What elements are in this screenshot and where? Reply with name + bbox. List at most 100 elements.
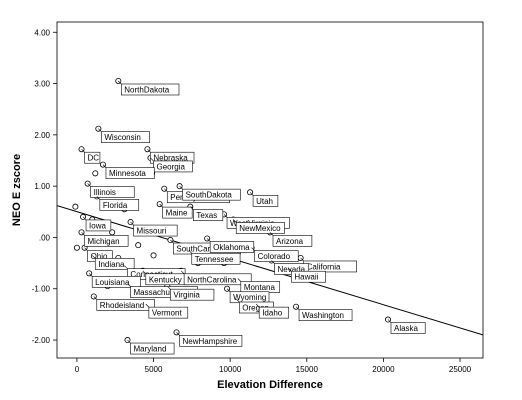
point-label: NorthCarolina	[180, 270, 252, 286]
plot-area	[56, 21, 484, 359]
point-label-text: NewMexico	[239, 224, 281, 233]
point-label-text: Texas	[196, 211, 217, 220]
x-tick-label: 25000	[449, 365, 472, 374]
point-label: Maryland	[127, 339, 175, 355]
point-label-text: Maine	[166, 209, 188, 218]
point-label: Missouri	[130, 221, 178, 237]
y-tick-label: .00	[39, 233, 51, 242]
point-label-text: NorthDakota	[124, 85, 169, 94]
point-label-text: NewHampshire	[183, 337, 238, 346]
x-tick-label: 20000	[372, 365, 395, 374]
point-label-text: California	[307, 262, 341, 271]
point-label: Virginia	[167, 285, 215, 301]
y-tick-label: -1.00	[32, 285, 51, 294]
point-label-text: Arizona	[276, 237, 304, 246]
point-label-text: NorthCarolina	[187, 275, 237, 284]
point-label-text: Vermont	[152, 309, 183, 318]
point-label-text: Montana	[244, 283, 276, 292]
point-label: NewMexico	[233, 219, 285, 234]
x-tick-label: 0	[75, 365, 80, 374]
point-label: Utah	[249, 192, 279, 207]
point-label: Minnesota	[102, 164, 155, 179]
point-label-text: Indiana	[98, 260, 125, 269]
x-tick-label: 5000	[145, 365, 163, 374]
point-label: NorthDakota	[118, 80, 180, 96]
point-label-text: SouthDakota	[186, 191, 233, 200]
y-tick-label: 3.00	[34, 80, 50, 89]
point-label-text: SouthCarolina	[176, 245, 227, 254]
fit-line	[57, 205, 483, 336]
point-label: Hawaii	[288, 268, 326, 283]
data-point	[73, 244, 80, 251]
point-label: Indiana	[92, 255, 135, 270]
y-tick-label: 4.00	[34, 28, 50, 37]
point-label: Louisiana	[88, 273, 141, 288]
point-label: Wisconsin	[98, 128, 150, 143]
point-label: Idaho	[255, 303, 290, 319]
point-label-text: Nevada	[278, 265, 306, 274]
point-label-text: Virginia	[173, 291, 200, 300]
point-label-text: Utah	[256, 197, 273, 206]
point-label: Illinois	[87, 183, 135, 198]
point-label-text: Rhodeisland	[100, 301, 144, 310]
point-label-text: Colorado	[258, 252, 291, 261]
point-label: California	[300, 257, 357, 273]
data-point	[92, 170, 99, 177]
point-label-text: Wyoming	[233, 293, 266, 302]
point-label: Florida	[96, 196, 140, 211]
x-tick-labels: 0 5000 10000 15000 20000 25000	[75, 365, 472, 374]
point-label-text: Tennessee	[195, 255, 234, 264]
y-tick-label: -2.00	[32, 336, 51, 345]
point-label-text: DC	[88, 154, 100, 163]
y-axis-title: NEO E zscore	[11, 154, 23, 226]
x-tick-label: 10000	[219, 365, 242, 374]
point-label: Washington	[295, 306, 353, 322]
point-label-text: Idaho	[262, 309, 283, 318]
y-tick-labels: 4.00 3.00 2.00 1.00 .00 -1.00 -2.00	[32, 28, 51, 345]
point-label: Vermont	[145, 303, 189, 319]
x-axis-title: Elevation Difference	[217, 379, 323, 391]
point-label: Michigan	[81, 232, 129, 247]
point-label-text: Maryland	[133, 345, 166, 354]
point-label-text: Wisconsin	[104, 133, 140, 142]
point-label-text: Hawaii	[294, 273, 318, 282]
point-label: DC	[81, 149, 101, 164]
point-label: Tennessee	[188, 250, 241, 265]
point-label-text: Florida	[103, 201, 128, 210]
tick-marks	[53, 31, 461, 362]
point-label: Georgia	[150, 157, 193, 173]
point-label: Maine	[159, 203, 193, 219]
point-label-text: Michigan	[88, 237, 120, 246]
point-label-text: Kentucky	[149, 275, 182, 284]
point-label: Arizona	[269, 232, 313, 247]
point-label-text: Ohio	[91, 252, 108, 261]
point-label: Rhodeisland	[93, 296, 155, 311]
point-label-text: Missouri	[137, 227, 167, 236]
point-label-text: Georgia	[156, 162, 185, 171]
point-label: Texas	[190, 206, 224, 221]
data-point	[72, 203, 79, 210]
point-label-text: Oregon	[242, 304, 269, 313]
point-label-text: Washington	[302, 311, 344, 320]
point-label-text: Minnesota	[109, 169, 146, 178]
point-label-text: Alaska	[394, 324, 419, 333]
x-tick-label: 15000	[296, 365, 319, 374]
point-label: NewHampshire	[176, 332, 243, 347]
data-point	[135, 242, 142, 249]
data-point	[150, 252, 157, 259]
point-label-text: Louisiana	[95, 278, 130, 287]
point-label-text: Illinois	[94, 188, 116, 197]
y-tick-label: 1.00	[34, 182, 50, 191]
point-label-text: Iowa	[89, 221, 106, 230]
point-label-text: Oklahoma	[213, 243, 250, 252]
point-label: Oklahoma	[206, 238, 255, 253]
y-tick-label: 2.00	[34, 131, 50, 140]
point-label: Alaska	[387, 319, 426, 334]
point-label: Iowa	[82, 216, 112, 232]
point-label-text: Nebraska	[153, 154, 188, 163]
point-label: SouthDakota	[179, 185, 241, 201]
point-label: Colorado	[251, 247, 299, 263]
point-label-text: Massachusetts	[133, 288, 186, 297]
